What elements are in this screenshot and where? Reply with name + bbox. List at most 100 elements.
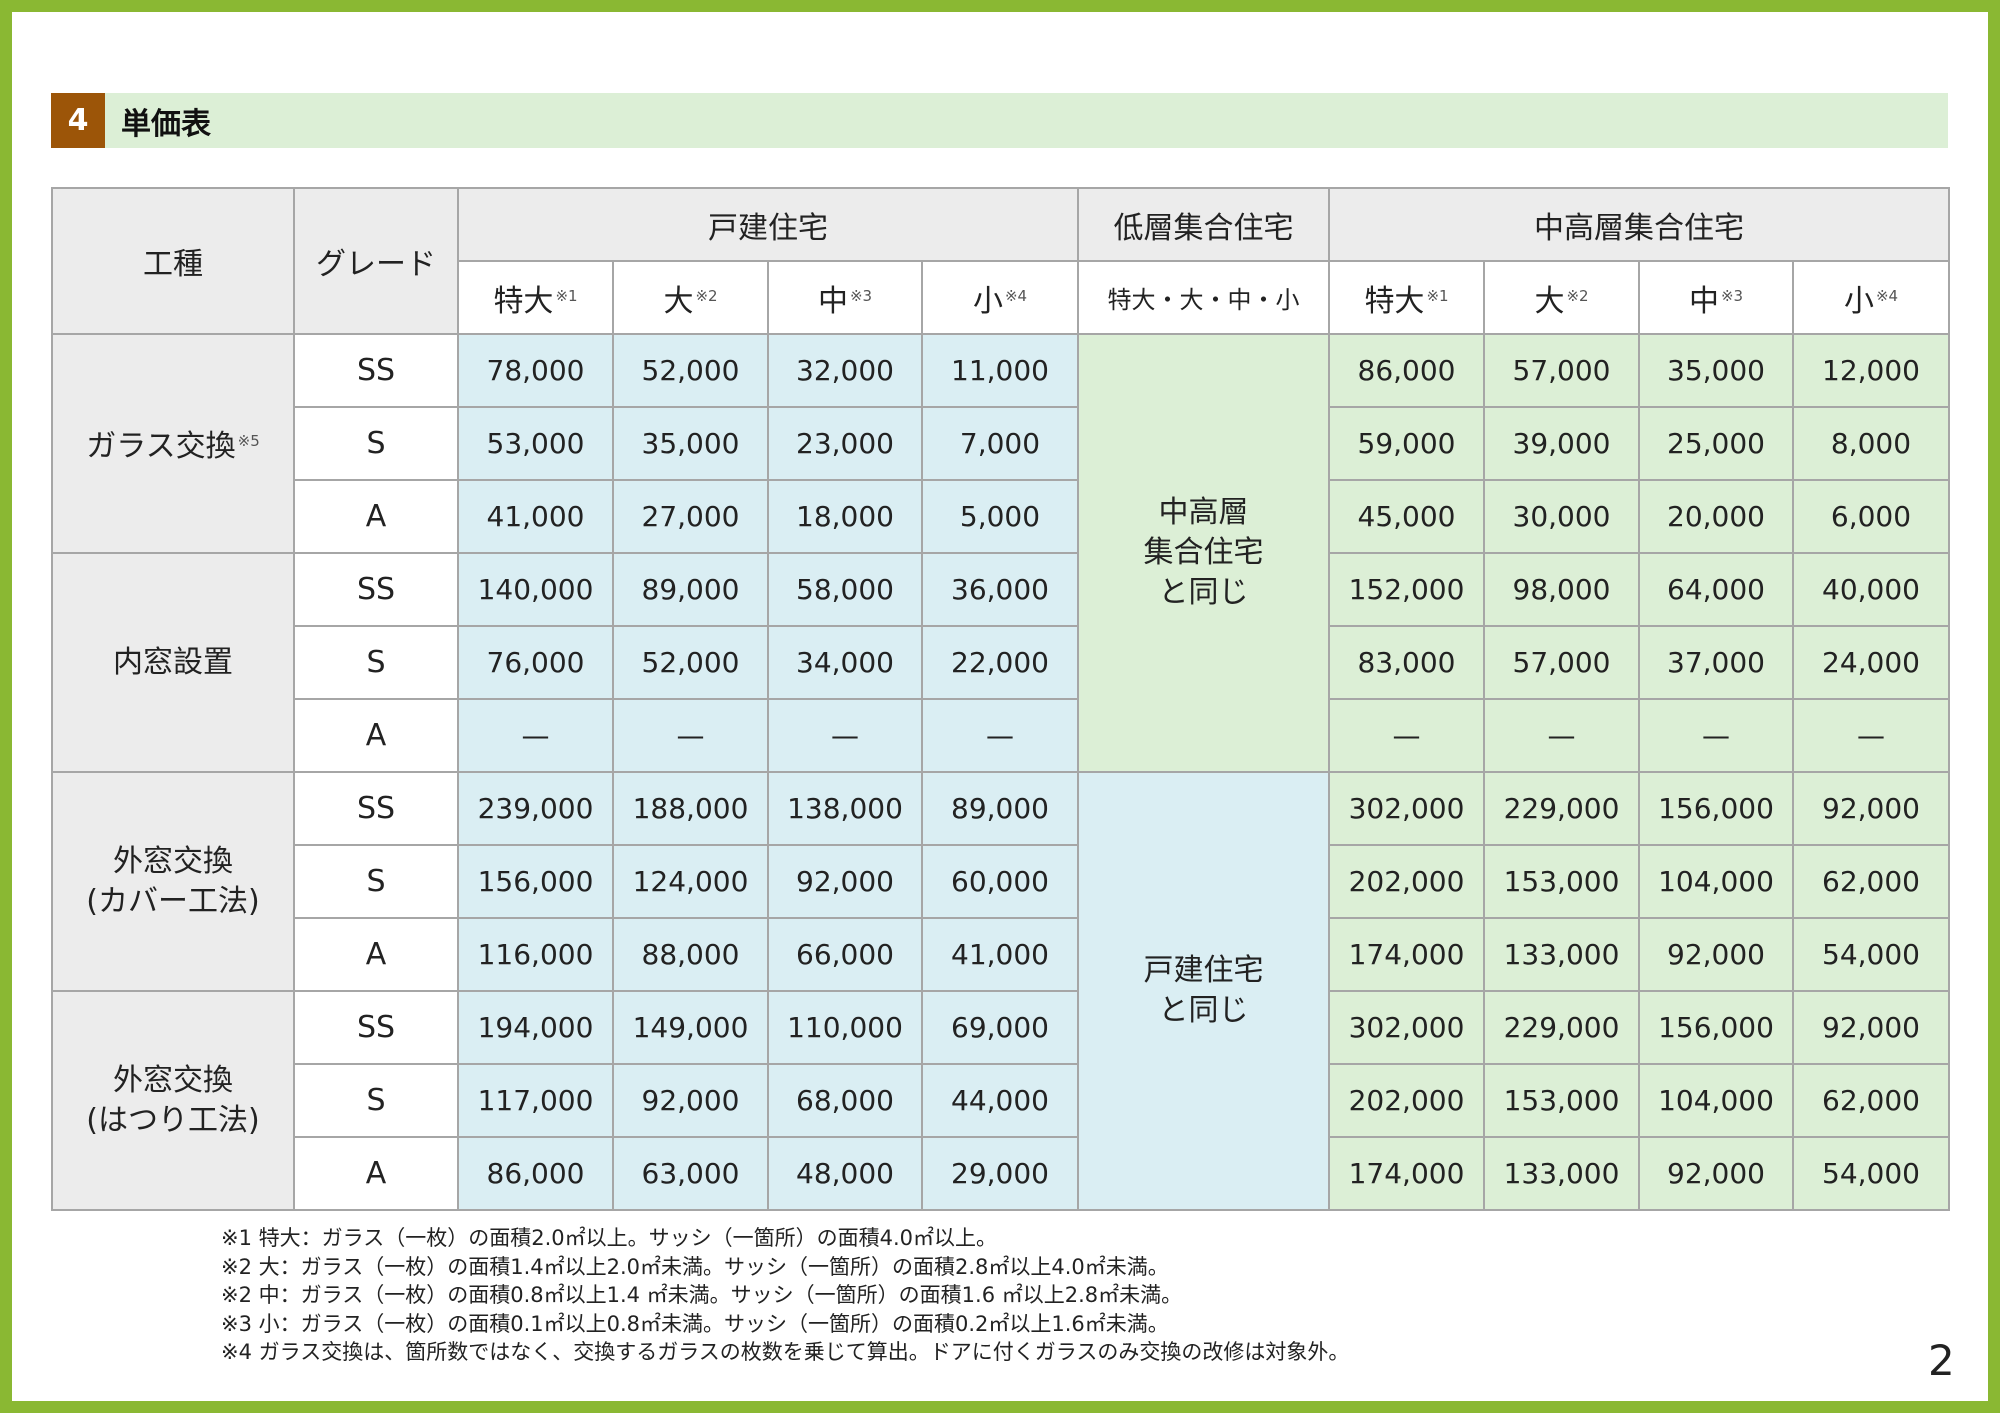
- size-label: 特大: [493, 283, 554, 319]
- midhigh-price: 37,000: [1638, 625, 1794, 700]
- midhigh-price: 57,000: [1483, 625, 1640, 700]
- detached-price: 117,000: [457, 1063, 614, 1138]
- midhigh-price: 12,000: [1792, 333, 1950, 408]
- grade-cell: S: [293, 625, 459, 700]
- midhigh-price: 30,000: [1483, 479, 1640, 554]
- midhigh-price: 98,000: [1483, 552, 1640, 627]
- detached-price: 52,000: [612, 625, 769, 700]
- detached-price: 60,000: [921, 844, 1079, 919]
- table-row: ガラス交換 ※5 SS 78,000 52,000 32,000 11,000 中高層 集合住…: [51, 333, 1950, 773]
- detached-price: 41,000: [457, 479, 614, 554]
- detached-price: 89,000: [921, 771, 1079, 846]
- midhigh-price: 302,000: [1328, 771, 1485, 846]
- grade-cell: A: [293, 1136, 459, 1211]
- midhigh-price: 62,000: [1792, 844, 1950, 919]
- size-note: ※3: [1720, 286, 1744, 305]
- grade-cell: A: [293, 479, 459, 554]
- low-rise-merged-label: 戸建住宅 と同じ: [1143, 953, 1264, 1028]
- detached-price: 69,000: [921, 990, 1079, 1065]
- midhigh-price: 92,000: [1638, 1136, 1794, 1211]
- midhigh-size-2: 中 ※3: [1638, 260, 1794, 335]
- unit-price-table: 工種 グレード 戸建住宅 低層集合住宅 中高層集合住宅 特大 ※1 大 ※2 中 ※3 小 ※…: [51, 187, 1950, 1211]
- midhigh-price: 174,000: [1328, 917, 1485, 992]
- midhigh-price: 8,000: [1792, 406, 1950, 481]
- table-row: A — — — — — — — —: [52, 698, 1950, 773]
- table-row: S 156,000 124,000 92,000 60,000 202,000 153,00…: [52, 844, 1950, 919]
- midhigh-price: 229,000: [1483, 771, 1640, 846]
- detached-price: 138,000: [767, 771, 923, 846]
- footnote: ※1 特大：ガラス（一枚）の面積2.0㎡以上。サッシ（一箇所）の面積4.0㎡以上…: [221, 1226, 998, 1250]
- detached-price: 86,000: [457, 1136, 614, 1211]
- size-note: ※4: [1875, 286, 1899, 305]
- detached-price: 188,000: [612, 771, 769, 846]
- detached-price: 116,000: [457, 917, 614, 992]
- grade-cell: SS: [293, 552, 459, 627]
- work-type-cell: 外窓交換 (はつり工法): [51, 990, 295, 1211]
- detached-price: 36,000: [921, 552, 1079, 627]
- header-grade: グレード: [293, 187, 459, 335]
- grade-cell: S: [293, 844, 459, 919]
- detached-price: 23,000: [767, 406, 923, 481]
- midhigh-price: 24,000: [1792, 625, 1950, 700]
- footnote: ※2 中：ガラス（一枚）の面積0.8㎡以上1.4 ㎡未満。サッシ（一箇所）の面積…: [221, 1283, 1183, 1307]
- grade-cell: SS: [293, 333, 459, 408]
- work-type-note: ※5: [237, 431, 260, 450]
- work-type-label: 内窓設置: [113, 644, 233, 680]
- low-rise-merged-label: 中高層 集合住宅 と同じ: [1143, 495, 1264, 610]
- detached-price: 41,000: [921, 917, 1079, 992]
- size-note: ※2: [695, 286, 718, 305]
- low-rise-sizes: 特大・大・中・小: [1077, 260, 1330, 335]
- table-row: S 76,000 52,000 34,000 22,000 83,000 57,000 37,…: [52, 625, 1950, 700]
- midhigh-price: 92,000: [1792, 990, 1950, 1065]
- low-rise-merged-cell: 中高層 集合住宅 と同じ: [1077, 333, 1330, 773]
- footnote: ※4 ガラス交換は、箇所数ではなく、交換するガラスの枚数を乗じて算出。ドアに付く…: [221, 1340, 1350, 1364]
- midhigh-price: 133,000: [1483, 917, 1640, 992]
- detached-price: 53,000: [457, 406, 614, 481]
- detached-price: 58,000: [767, 552, 923, 627]
- size-label: 特大: [1364, 283, 1425, 319]
- footnote: ※2 大：ガラス（一枚）の面積1.4㎡以上2.0㎡未満。サッシ（一箇所）の面積2…: [221, 1254, 1169, 1279]
- detached-price: 68,000: [767, 1063, 923, 1138]
- midhigh-price: 92,000: [1638, 917, 1794, 992]
- midhigh-price: 153,000: [1483, 844, 1640, 919]
- detached-price: 194,000: [457, 990, 614, 1065]
- size-label: 大: [1534, 283, 1565, 319]
- detached-price: 76,000: [457, 625, 614, 700]
- detached-price: 18,000: [767, 479, 923, 554]
- size-note: ※3: [849, 286, 873, 305]
- midhigh-price: 39,000: [1483, 406, 1640, 481]
- midhigh-price: 54,000: [1792, 917, 1950, 992]
- work-type-label: 外窓交換 (はつり工法): [86, 1062, 260, 1138]
- work-type-cell: 外窓交換 (カバー工法): [51, 771, 295, 992]
- midhigh-price: 156,000: [1638, 771, 1794, 846]
- detached-price: 5,000: [921, 479, 1079, 554]
- midhigh-price: 54,000: [1792, 1136, 1950, 1211]
- work-type-cell: 内窓設置: [51, 552, 295, 773]
- header-mid-high-rise: 中高層集合住宅: [1328, 187, 1950, 262]
- size-label: 小: [1843, 283, 1874, 319]
- page-number: 2: [1928, 1336, 1955, 1385]
- detached-size-1: 大 ※2: [612, 260, 769, 335]
- detached-price: 110,000: [767, 990, 923, 1065]
- midhigh-price: —: [1792, 698, 1950, 773]
- detached-price: —: [612, 698, 769, 773]
- detached-price: 22,000: [921, 625, 1079, 700]
- midhigh-price: 45,000: [1328, 479, 1485, 554]
- table-row: 外窓交換 (はつり工法) SS 194,000 149,000 110,000 69,00…: [51, 990, 1950, 1211]
- grade-cell: SS: [293, 771, 459, 846]
- detached-price: 140,000: [457, 552, 614, 627]
- header-kind: 工種: [51, 187, 295, 335]
- midhigh-price: 59,000: [1328, 406, 1485, 481]
- midhigh-price: 86,000: [1328, 333, 1485, 408]
- midhigh-price: 20,000: [1638, 479, 1794, 554]
- size-note: ※1: [1426, 286, 1449, 305]
- detached-price: 78,000: [457, 333, 614, 408]
- size-label: 中: [817, 283, 848, 319]
- grade-cell: A: [293, 917, 459, 992]
- midhigh-price: 202,000: [1328, 844, 1485, 919]
- grade-cell: S: [293, 406, 459, 481]
- detached-price: —: [767, 698, 923, 773]
- detached-size-0: 特大 ※1: [457, 260, 614, 335]
- midhigh-price: 229,000: [1483, 990, 1640, 1065]
